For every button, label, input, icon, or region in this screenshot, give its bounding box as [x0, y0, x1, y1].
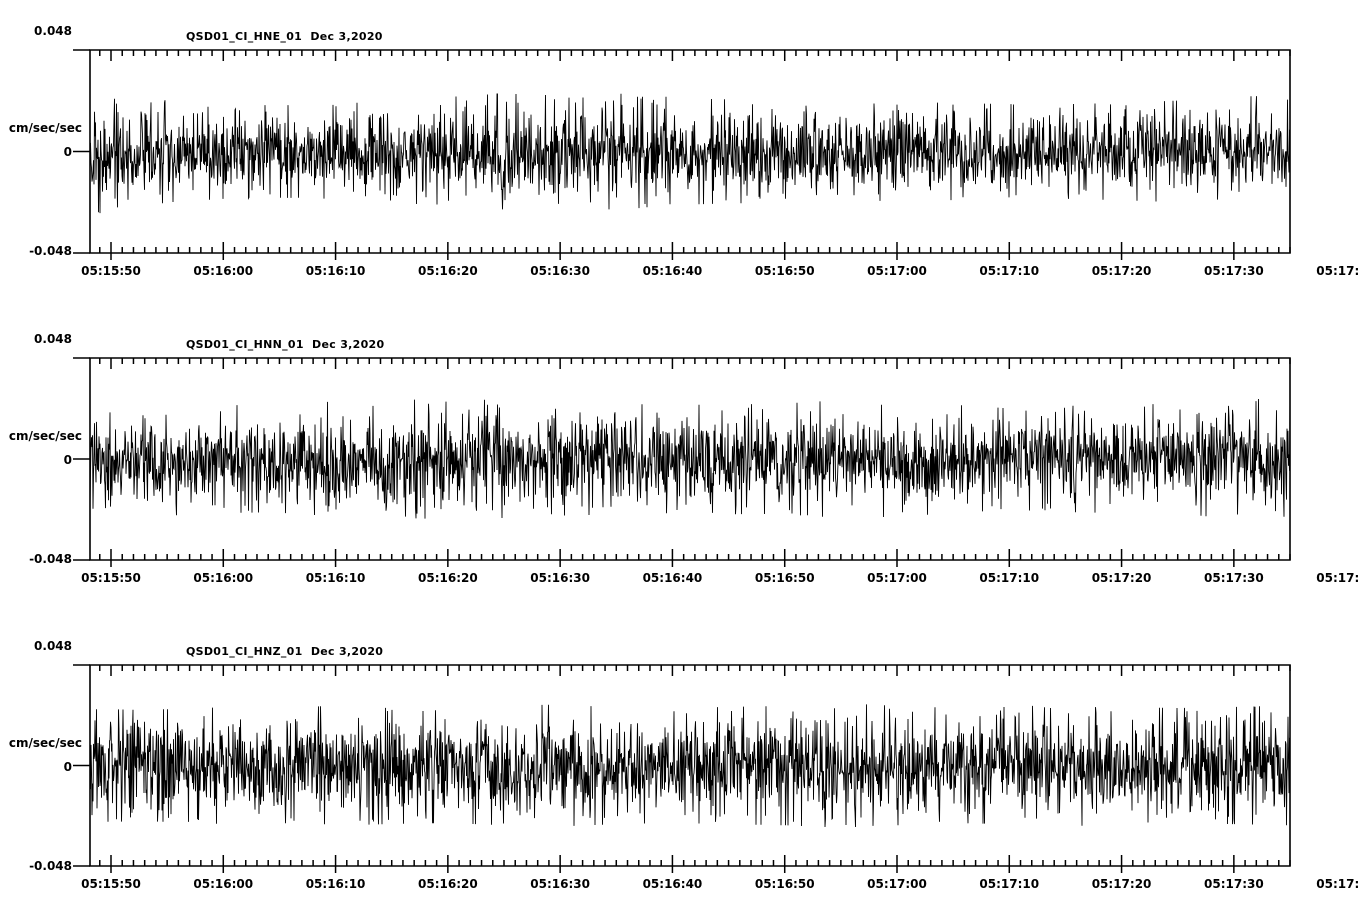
x-axis-tick-label: 05:15:50: [81, 264, 141, 278]
y-axis-zero-label-hnn: 0: [63, 453, 72, 467]
y-axis-max-label-hnn: 0.048: [34, 332, 72, 346]
x-axis-tick-label: 05:17:00: [867, 571, 927, 585]
y-axis-min-label-hnn: -0.048: [29, 552, 72, 566]
x-axis-tick-label: 05:15:50: [81, 877, 141, 891]
x-axis-tick-label: 05:15:50: [81, 571, 141, 585]
x-axis-tick-label: 05:16:40: [642, 571, 703, 585]
y-axis-unit-label-hnn: cm/sec/sec: [8, 429, 82, 443]
x-axis-tick-label: 05:17:30: [1203, 571, 1264, 585]
x-axis-tick-label: 05:17:20: [1091, 877, 1152, 891]
x-axis-tick-label: 05:16:20: [417, 571, 478, 585]
x-axis-tick-label: 05:17:20: [1091, 264, 1152, 278]
x-axis-tick-label: 05:17:30: [1203, 264, 1264, 278]
panel-title-hnn: QSD01_CI_HNN_01 Dec 3,2020: [186, 338, 385, 351]
x-axis-tick-label: 05:16:00: [193, 264, 254, 278]
seismogram-panel-hne: QSD01_CI_HNE_01 Dec 3,2020 0.048 cm/sec/…: [0, 0, 1358, 300]
x-axis-tick-label: 05:17:30: [1203, 877, 1264, 891]
panel-title-hnz: QSD01_CI_HNZ_01 Dec 3,2020: [186, 645, 384, 658]
x-axis-tick-label: 05:16:50: [754, 264, 815, 278]
x-axis-tick-label: 05:16:30: [530, 877, 590, 891]
x-axis-tick-label: 05:16:10: [305, 877, 366, 891]
x-axis-tick-label: 05:16:30: [530, 571, 590, 585]
y-axis-unit-label-hnz: cm/sec/sec: [8, 736, 82, 750]
x-axis-tick-label: 05:16:10: [305, 264, 366, 278]
x-axis-tick-label: 05:16:30: [530, 264, 590, 278]
x-axis-tick-label: 05:16:50: [754, 877, 815, 891]
x-axis-tick-label: 05:17:10: [979, 264, 1040, 278]
x-axis-tick-label: 05:16:10: [305, 571, 366, 585]
x-axis-tick-label: 05:17:00: [867, 877, 927, 891]
y-axis-zero-label-hne: 0: [63, 145, 72, 159]
y-axis-unit-label-hne: cm/sec/sec: [8, 121, 82, 135]
seismogram-panel-hnn: QSD01_CI_HNN_01 Dec 3,2020 0.048 cm/sec/…: [0, 307, 1358, 607]
x-axis-tick-label: 05:16:00: [193, 571, 254, 585]
panel-title-hne: QSD01_CI_HNE_01 Dec 3,2020: [186, 30, 383, 43]
x-axis-tick-label: 05:17:40: [1316, 877, 1358, 891]
y-axis-min-label-hnz: -0.048: [29, 859, 72, 873]
x-axis-tick-label: 05:16:00: [193, 877, 254, 891]
x-axis-tick-label: 05:16:50: [754, 571, 815, 585]
x-axis-tick-label: 05:17:10: [979, 571, 1040, 585]
y-axis-max-label-hne: 0.048: [34, 24, 72, 38]
x-axis-tick-label: 05:16:40: [642, 877, 703, 891]
x-axis-tick-label: 05:16:20: [417, 877, 478, 891]
x-axis-tick-label: 05:17:20: [1091, 571, 1152, 585]
x-axis-tick-label: 05:16:20: [417, 264, 478, 278]
x-axis-tick-label: 05:17:40: [1316, 571, 1358, 585]
x-axis-tick-label: 05:16:40: [642, 264, 703, 278]
y-axis-max-label-hnz: 0.048: [34, 639, 72, 653]
x-axis-tick-label: 05:17:10: [979, 877, 1040, 891]
y-axis-zero-label-hnz: 0: [63, 760, 72, 774]
y-axis-min-label-hne: -0.048: [29, 244, 72, 258]
x-axis-tick-label: 05:17:00: [867, 264, 927, 278]
seismogram-panel-hnz: QSD01_CI_HNZ_01 Dec 3,2020 0.048 cm/sec/…: [0, 614, 1358, 914]
x-axis-tick-label: 05:17:40: [1316, 264, 1358, 278]
